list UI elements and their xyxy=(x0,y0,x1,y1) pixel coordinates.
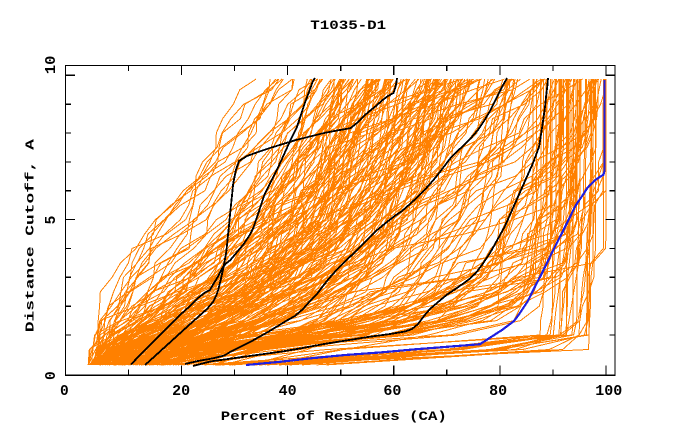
svg-text:80: 80 xyxy=(489,384,507,400)
svg-text:0: 0 xyxy=(44,371,60,380)
svg-text:20: 20 xyxy=(172,384,190,400)
svg-text:T1035-D1: T1035-D1 xyxy=(310,20,386,34)
svg-text:60: 60 xyxy=(383,384,401,400)
svg-text:Percent of Residues (CA): Percent of Residues (CA) xyxy=(221,410,447,424)
svg-text:5: 5 xyxy=(44,216,60,225)
svg-text:10: 10 xyxy=(44,56,60,75)
svg-text:40: 40 xyxy=(279,384,297,400)
svg-text:100: 100 xyxy=(595,384,622,400)
svg-text:Distance Cutoff, A: Distance Cutoff, A xyxy=(24,138,38,332)
svg-text:0: 0 xyxy=(60,384,69,400)
